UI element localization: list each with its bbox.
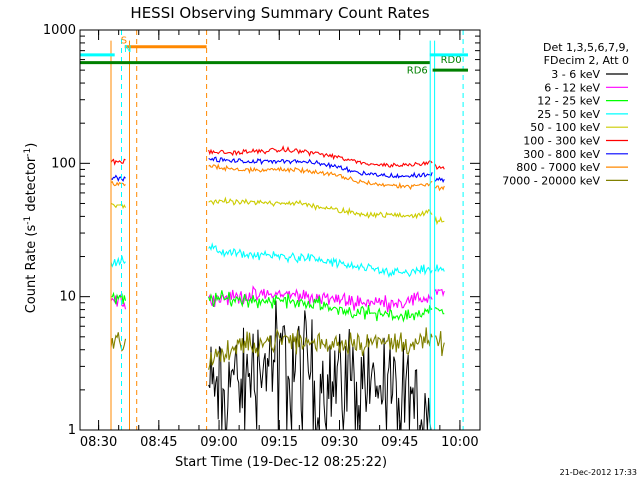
legend-header-line-1: Det 1,3,5,6,7,9,: [543, 41, 629, 54]
axes: 1 10 100 1000 08:30 08:45 09:00 09:15 09:30 09:45…: [43, 23, 481, 450]
legend-label-4: 50 - 100 keV: [530, 121, 600, 134]
legend-label-2: 12 - 25 keV: [537, 95, 600, 108]
y-tick-label: 1000: [43, 23, 76, 38]
series-line-6: [110, 156, 445, 184]
x-tick-label: 09:00: [200, 435, 237, 450]
y-tick-label: 10: [59, 290, 76, 305]
y-tick-label: 100: [51, 156, 76, 171]
x-tick-label: 09:15: [261, 435, 298, 450]
legend-label-7: 800 - 7000 keV: [516, 161, 600, 174]
date-stamp: 21-Dec-2012 17:33: [560, 468, 637, 477]
flag-label-1: N: [124, 44, 131, 55]
series-line-2: [110, 290, 445, 323]
plot-area: SN RD6 RD0: [80, 30, 468, 431]
legend-label-8: 7000 - 20000 keV: [502, 174, 600, 187]
legend-label-6: 300 - 800 keV: [523, 148, 600, 161]
x-tick-label: 09:45: [381, 435, 418, 450]
flag-label-2: RD6: [407, 66, 428, 77]
legend: Det 1,3,5,6,7,9, FDecim 2, Att 0 3 - 6 k…: [502, 41, 629, 187]
y-axis-label: Count Rate (s-1 detector-1): [23, 143, 39, 314]
x-tick-label: 09:30: [321, 435, 358, 450]
chart-title: HESSI Observing Summary Count Rates: [130, 4, 429, 22]
series-line-1: [110, 285, 445, 313]
series-line-4: [110, 196, 445, 226]
y-tick-label: 1: [68, 423, 76, 438]
legend-label-5: 100 - 300 keV: [523, 135, 600, 148]
flag-label-0: S: [121, 36, 127, 47]
x-tick-label: 10:00: [441, 435, 478, 450]
series-line-0: [111, 300, 445, 431]
plot-frame: [79, 29, 481, 431]
legend-label-3: 25 - 50 keV: [537, 108, 600, 121]
x-tick-label: 08:45: [140, 435, 177, 450]
legend-label-1: 6 - 12 keV: [544, 81, 600, 94]
legend-header-line-2: FDecim 2, Att 0: [544, 54, 629, 67]
series-line-7: [110, 163, 445, 192]
series-line-3: [110, 242, 445, 279]
series-line-8: [110, 327, 445, 370]
x-axis-label: Start Time (19-Dec-12 08:25:22): [175, 455, 387, 470]
x-tick-label: 08:30: [80, 435, 117, 450]
series-line-5: [110, 145, 445, 171]
legend-label-0: 3 - 6 keV: [551, 68, 600, 81]
flag-label-3: RD0: [441, 55, 462, 66]
